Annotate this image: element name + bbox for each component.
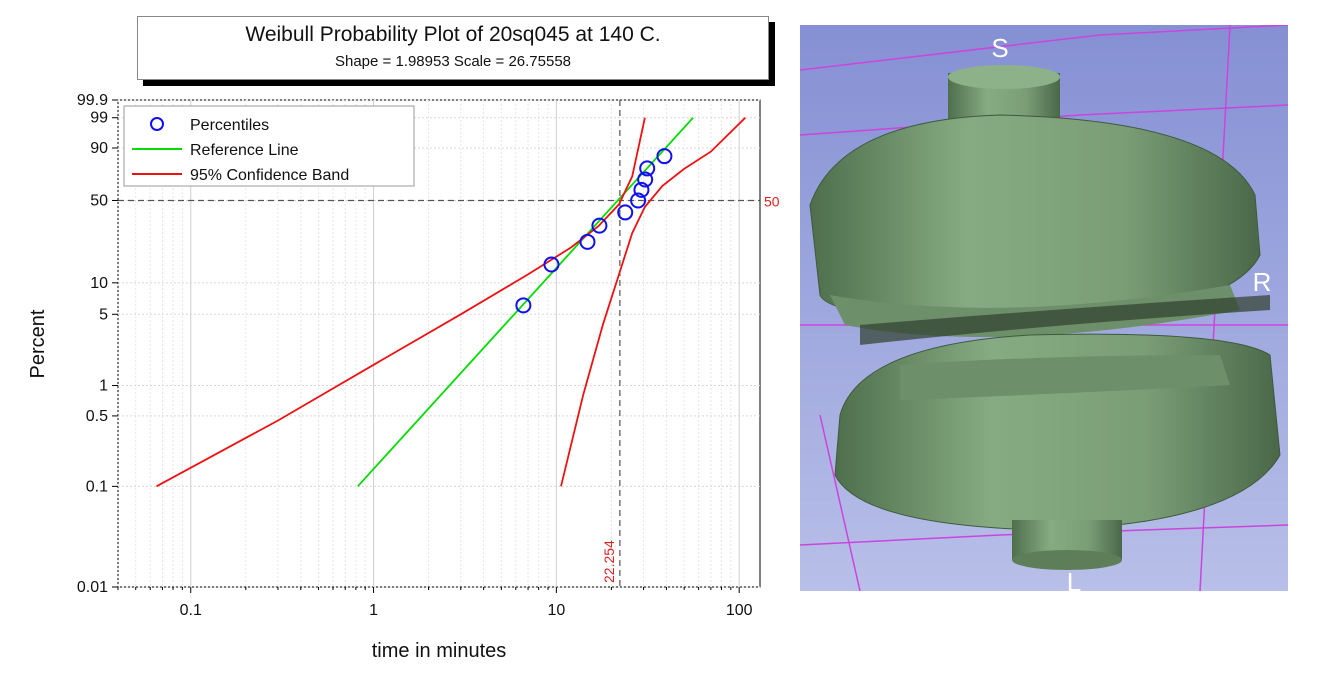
- y-tick-label: 10: [90, 275, 108, 292]
- orientation-label-right: R: [1253, 267, 1272, 297]
- bottom-shaft-cap: [1012, 550, 1122, 570]
- x-reference-label: 22.254: [601, 540, 617, 583]
- chart-title: Weibull Probability Plot of 20sq045 at 1…: [245, 23, 661, 46]
- y-tick-label: 99: [90, 110, 108, 127]
- data-point: [630, 192, 647, 209]
- data-point: [617, 204, 634, 221]
- legend-label: Percentiles: [190, 117, 269, 134]
- orientation-label-bottom: L: [1067, 567, 1081, 591]
- weibull-plot: 22.254 50 0.1 1 10 100 0.01 0.1 0.5 1 5 10 50 90 9999…: [27, 92, 780, 662]
- series-95-confidence-band: [560, 117, 746, 487]
- x-tick-label: 0.1: [180, 602, 202, 619]
- legend: Percentiles Reference Line 95% Confidence …: [123, 105, 415, 187]
- top-shaft-cap: [948, 65, 1060, 89]
- y-reference-label: 50: [764, 193, 780, 209]
- reference-lines: 22.254 50: [118, 100, 780, 587]
- data-point: [543, 256, 560, 273]
- fracture-gap: [860, 295, 1270, 345]
- data-point: [515, 297, 532, 314]
- y-tick-label: 5: [99, 306, 108, 323]
- y-tick-label: 0.1: [86, 478, 108, 495]
- legend-marker: [150, 117, 164, 131]
- data-point: [633, 181, 650, 198]
- y-tick-label: 1: [99, 378, 108, 395]
- y-tick-label: 0.01: [77, 579, 108, 596]
- y-tick-label: 0.5: [86, 408, 108, 425]
- y-tick-label: 90: [90, 140, 108, 157]
- chart-subtitle: Shape = 1.98953 Scale = 26.75558: [334, 53, 572, 70]
- y-tick-label: 50: [90, 192, 108, 209]
- x-axis-label: time in minutes: [372, 640, 507, 662]
- series-95-confidence-band: [156, 117, 646, 488]
- series-layer: [156, 117, 746, 488]
- y-axis-label: Percent: [27, 309, 49, 378]
- x-tick-label: 100: [726, 602, 753, 619]
- data-point: [579, 233, 596, 250]
- data-point: [637, 171, 654, 188]
- x-tick-label: 1: [369, 602, 378, 619]
- x-tick-label: 10: [547, 602, 565, 619]
- legend-label: 95% Confidence Band: [190, 167, 349, 184]
- data-point: [591, 217, 608, 234]
- legend-label: Reference Line: [190, 142, 299, 159]
- 3d-scene: S R L: [800, 25, 1288, 591]
- data-point: [656, 148, 673, 165]
- lower-disk-rim: [900, 355, 1230, 400]
- title-box: Weibull Probability Plot of 20sq045 at 1…: [137, 16, 769, 80]
- y-tick-label: 99.9: [77, 92, 108, 109]
- 3d-render-viewport[interactable]: S R L: [800, 25, 1288, 591]
- legend-box: [123, 105, 415, 187]
- data-point: [639, 160, 656, 177]
- orientation-label-top: S: [991, 33, 1008, 63]
